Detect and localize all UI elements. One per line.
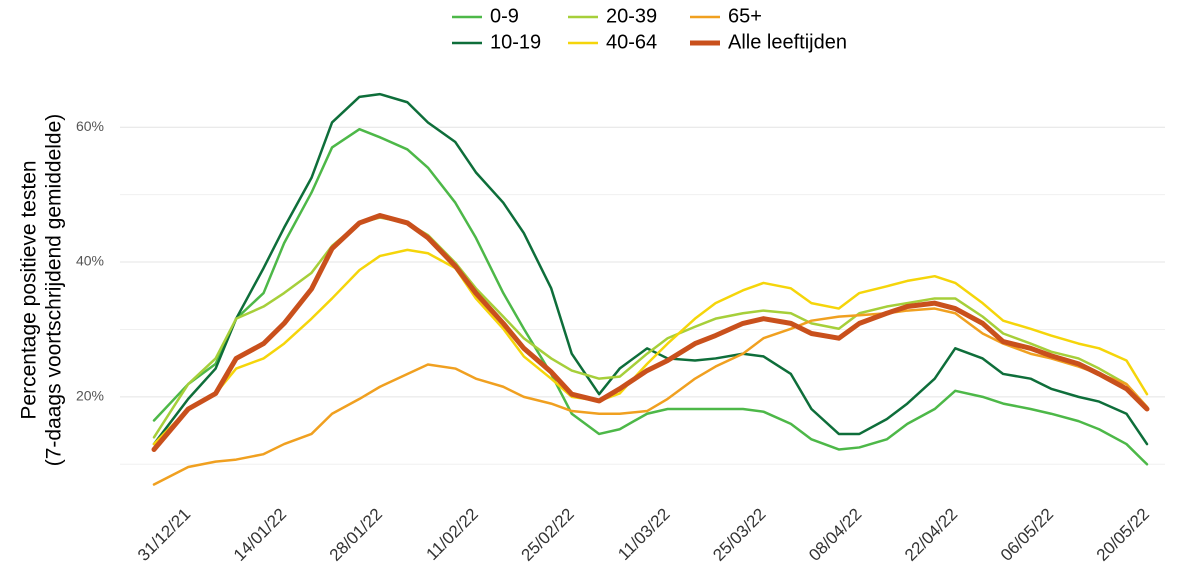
x-tick-label: 14/01/22 — [230, 505, 290, 565]
legend-label: 40-64 — [606, 31, 657, 53]
y-axis-title-line: Percentage positieve testen — [18, 160, 41, 419]
y-axis-title-line: (7-daags voortschrijdend gemiddelde) — [43, 114, 66, 467]
legend-label: Alle leeftijden — [728, 31, 847, 53]
y-axis-title: Percentage positieve testen (7-daags voo… — [18, 114, 66, 467]
x-tick-label: 20/05/22 — [1093, 505, 1153, 565]
series-line — [152, 248, 1149, 446]
series-line — [152, 307, 1149, 486]
x-tick-label: 31/12/21 — [134, 505, 194, 565]
x-tick-label: 28/01/22 — [326, 505, 386, 565]
x-tick-label: 25/02/22 — [518, 505, 578, 565]
x-tick-label: 08/04/22 — [805, 505, 865, 565]
y-tick-label: 40% — [76, 253, 104, 269]
legend-label: 10-19 — [490, 31, 541, 53]
x-tick-label: 06/05/22 — [997, 505, 1057, 565]
x-tick-label: 25/03/22 — [709, 505, 769, 565]
legend-label: 0-9 — [490, 5, 519, 27]
x-tick-label: 11/02/22 — [423, 505, 482, 564]
series-line — [152, 127, 1149, 466]
legend-label: 20-39 — [606, 5, 657, 27]
legend-label: 65+ — [728, 5, 762, 27]
y-tick-label: 60% — [76, 118, 104, 134]
y-tick-label: 20% — [76, 388, 104, 404]
x-tick-label: 22/04/22 — [901, 505, 961, 565]
series-line — [152, 92, 1149, 446]
x-tick-label: 11/03/22 — [614, 505, 673, 564]
series-line — [151, 213, 1150, 452]
